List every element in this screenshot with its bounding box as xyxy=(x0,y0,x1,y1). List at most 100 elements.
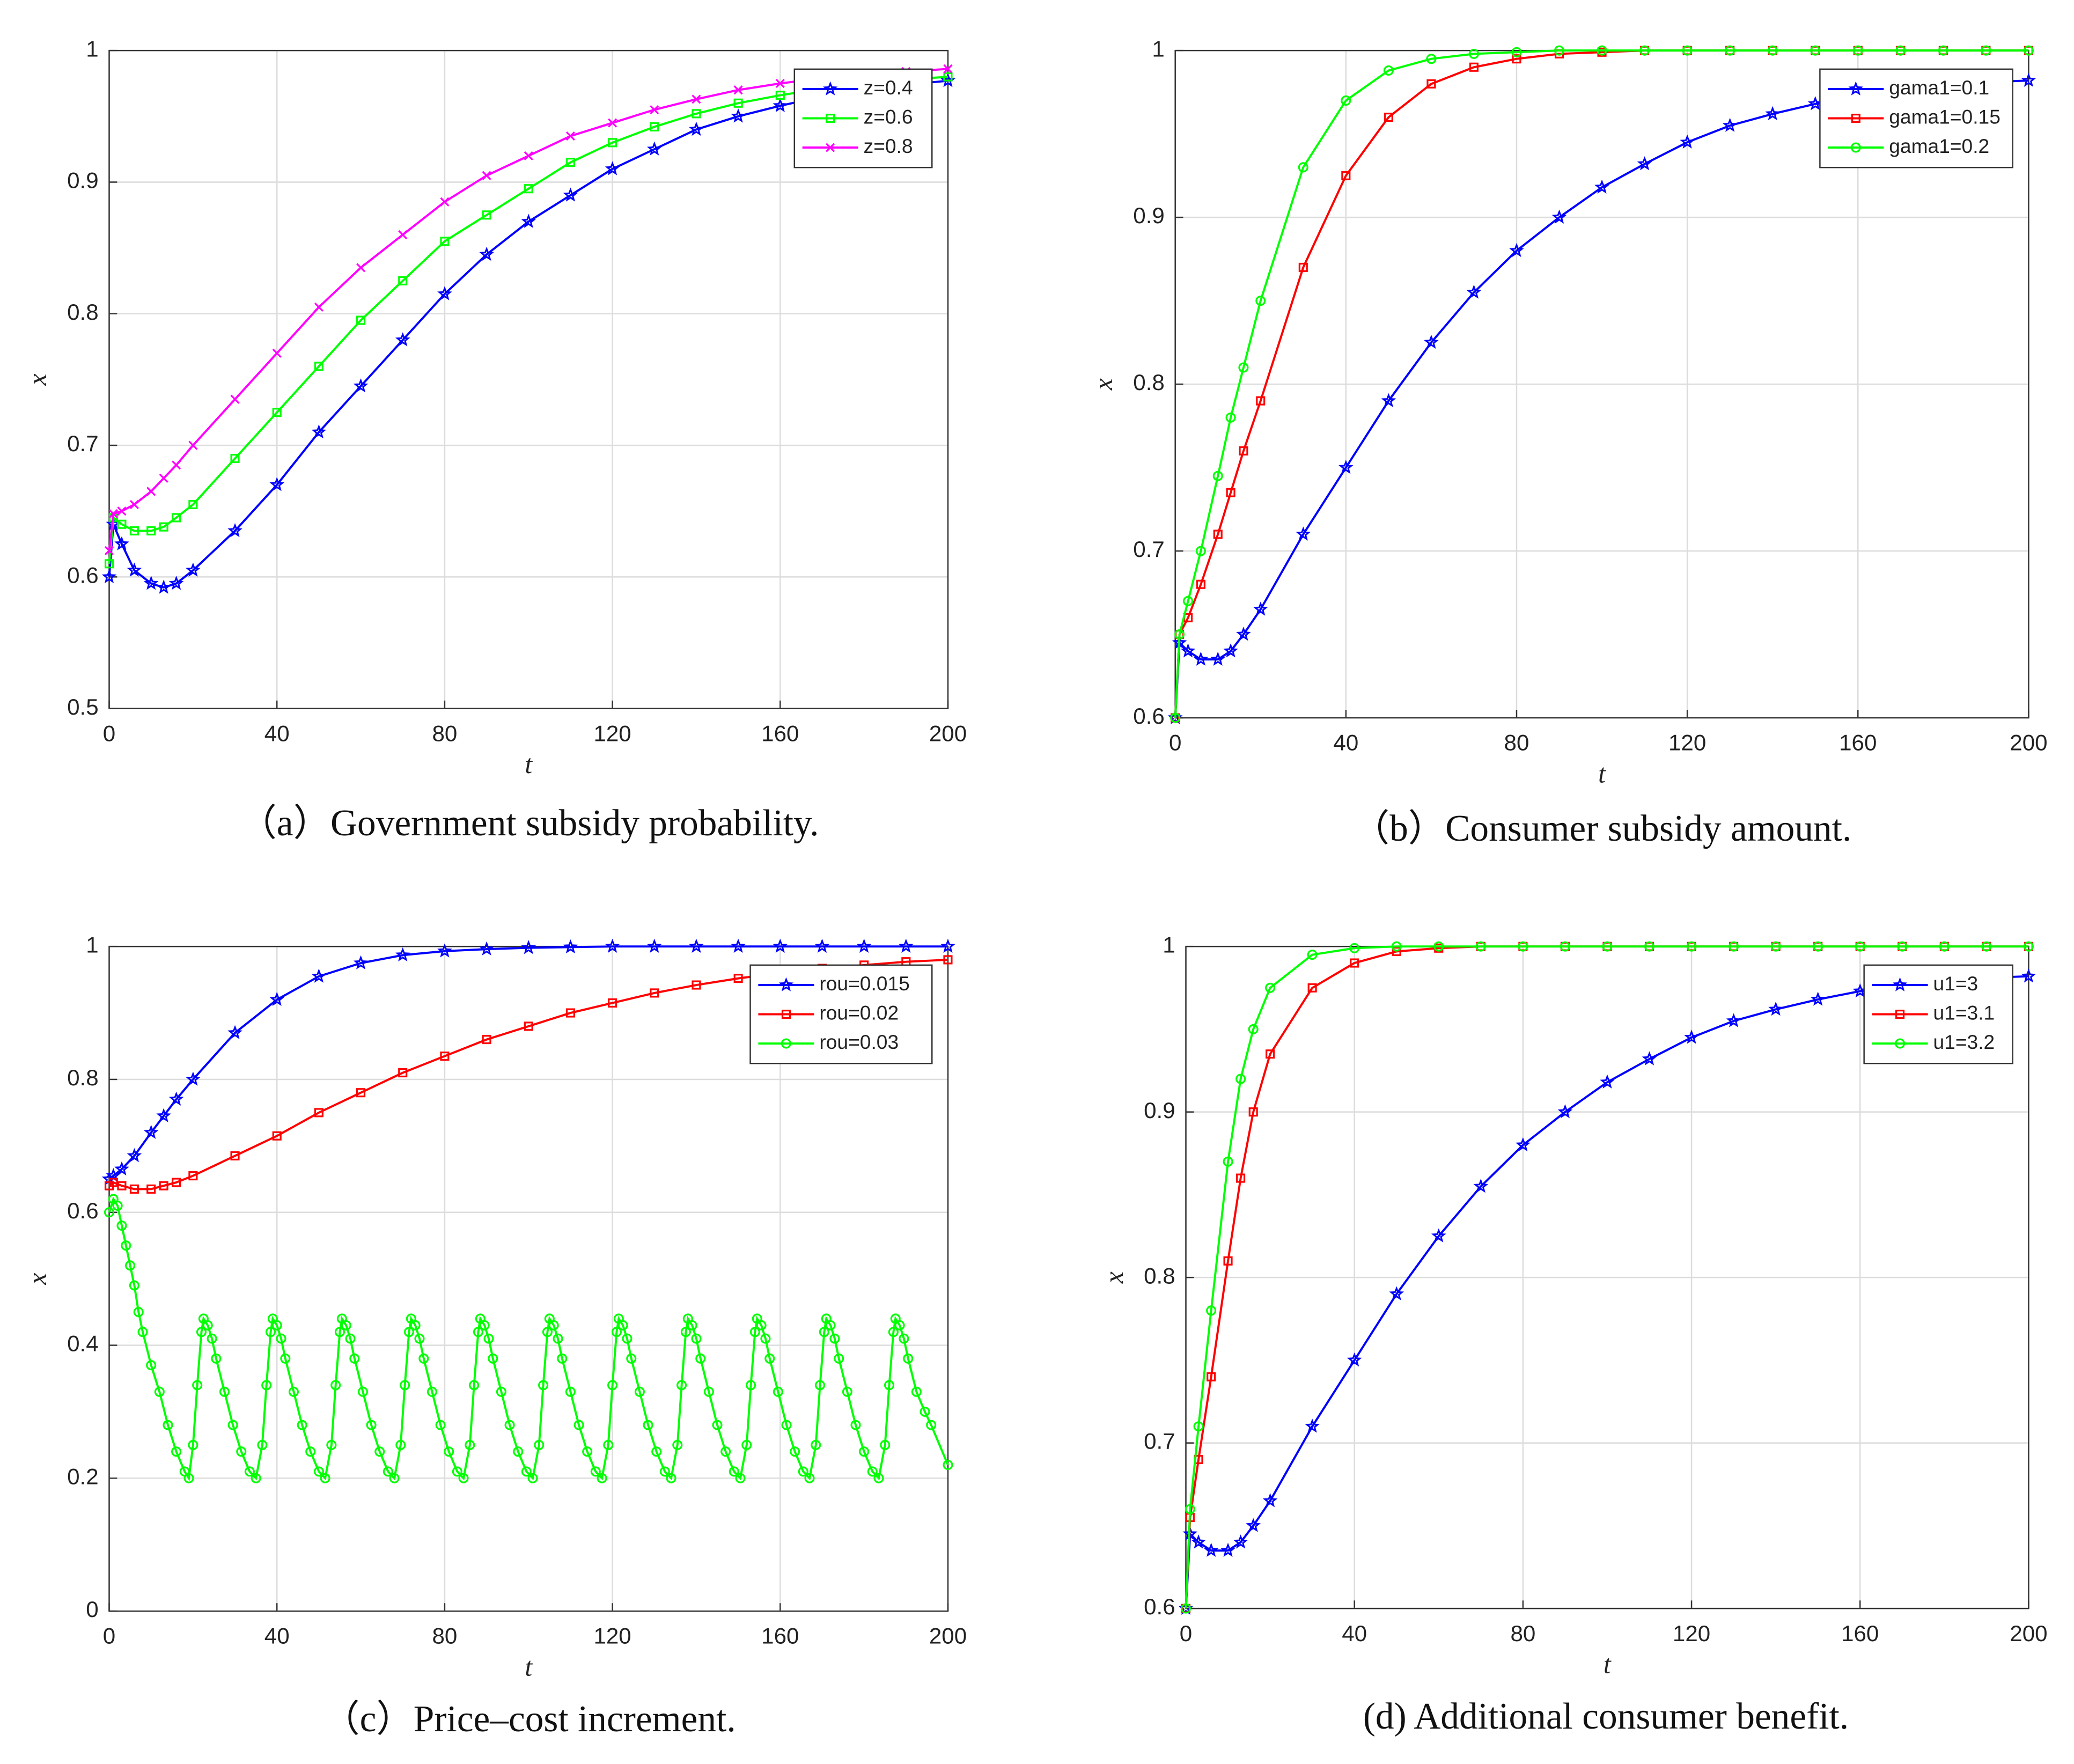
x-tick-label: 0 xyxy=(1169,730,1181,755)
marker xyxy=(1298,162,1308,173)
marker xyxy=(349,1353,360,1364)
marker xyxy=(465,1439,475,1450)
y-tick-label: 0 xyxy=(86,1597,98,1622)
marker xyxy=(353,378,369,393)
legend-marker xyxy=(781,1009,791,1019)
marker xyxy=(356,1088,366,1098)
marker xyxy=(159,1181,168,1190)
y-tick-label: 0.6 xyxy=(1144,1594,1175,1619)
marker xyxy=(276,1333,286,1344)
marker xyxy=(880,1439,891,1450)
marker xyxy=(272,1131,282,1141)
legend-marker xyxy=(1851,113,1860,123)
marker xyxy=(172,460,181,470)
marker xyxy=(926,1420,937,1430)
marker xyxy=(483,1333,494,1344)
marker xyxy=(114,1161,129,1175)
marker xyxy=(1767,45,1778,56)
marker xyxy=(1551,209,1567,224)
marker xyxy=(527,1473,538,1483)
marker xyxy=(156,1108,171,1122)
marker xyxy=(121,1240,131,1251)
x-tick-label: 120 xyxy=(1668,730,1706,755)
marker xyxy=(1383,65,1394,76)
marker xyxy=(775,91,785,100)
marker xyxy=(689,121,704,136)
marker xyxy=(819,1327,829,1337)
marker xyxy=(651,1446,662,1457)
marker xyxy=(320,1473,330,1483)
marker xyxy=(666,1473,676,1483)
marker xyxy=(1725,45,1735,56)
marker xyxy=(452,1466,462,1477)
marker xyxy=(565,1386,576,1397)
marker xyxy=(186,1071,201,1086)
marker xyxy=(720,1446,731,1457)
chart: 0 40 80 120 160 200 0.6 0.7 0.8 0.9 1 t x gama1=0.1 ga… xyxy=(1089,36,2047,849)
marker xyxy=(617,1320,628,1331)
marker xyxy=(634,1386,645,1397)
marker xyxy=(692,94,701,104)
marker xyxy=(219,1386,230,1397)
marker xyxy=(1350,958,1359,968)
marker xyxy=(538,1380,549,1391)
marker xyxy=(603,1439,614,1450)
marker xyxy=(760,1333,771,1344)
x-tick-label: 160 xyxy=(1839,730,1877,755)
marker xyxy=(1266,1049,1275,1059)
marker xyxy=(435,1420,446,1430)
marker xyxy=(159,473,168,483)
marker xyxy=(1722,117,1738,132)
legend-label: u1=3.1 xyxy=(1933,1001,1995,1024)
marker xyxy=(691,1333,702,1344)
marker xyxy=(741,1439,752,1450)
marker xyxy=(271,1320,282,1331)
marker xyxy=(172,1178,181,1187)
x-axis-label: t xyxy=(525,749,533,779)
x-tick-label: 160 xyxy=(1841,1621,1879,1646)
marker xyxy=(398,276,408,285)
marker xyxy=(202,1320,213,1331)
y-tick-label: 0.8 xyxy=(67,1065,99,1090)
marker xyxy=(521,214,536,228)
y-tick-label: 0.4 xyxy=(67,1331,99,1356)
marker xyxy=(1686,941,1697,952)
marker xyxy=(1183,596,1194,606)
plot-frame xyxy=(108,49,949,709)
caption: （c）Price–cost increment. xyxy=(322,1699,736,1740)
marker xyxy=(790,1446,800,1457)
marker xyxy=(236,1446,247,1457)
marker xyxy=(1305,1418,1320,1433)
marker xyxy=(1684,1030,1699,1044)
marker xyxy=(230,394,240,404)
y-tick-label: 1 xyxy=(1163,932,1175,957)
y-tick-label: 0.9 xyxy=(1144,1098,1175,1123)
legend-marker xyxy=(822,81,838,95)
marker xyxy=(731,108,746,123)
y-tick-label: 0.7 xyxy=(1144,1429,1175,1454)
y-tick-label: 0.6 xyxy=(67,1198,99,1223)
marker xyxy=(168,576,184,590)
legend-marker xyxy=(1850,142,1861,153)
marker xyxy=(479,246,494,261)
marker xyxy=(403,1327,414,1337)
marker xyxy=(582,1446,593,1457)
x-tick-label: 40 xyxy=(264,1623,290,1649)
marker xyxy=(850,1420,861,1430)
marker xyxy=(1680,134,1695,149)
marker xyxy=(251,1473,261,1483)
marker xyxy=(692,109,701,119)
marker xyxy=(1939,941,1950,952)
marker xyxy=(1223,1256,1233,1266)
y-tick-label: 0.5 xyxy=(67,694,99,719)
marker xyxy=(1391,941,1402,952)
marker xyxy=(815,1380,826,1391)
marker xyxy=(775,78,785,89)
marker xyxy=(137,1327,148,1337)
marker xyxy=(482,171,491,180)
x-tick-label: 0 xyxy=(103,1623,115,1649)
marker xyxy=(689,938,704,953)
marker xyxy=(196,1327,207,1337)
marker xyxy=(389,1473,400,1483)
legend-label: gama1=0.2 xyxy=(1889,135,1989,157)
